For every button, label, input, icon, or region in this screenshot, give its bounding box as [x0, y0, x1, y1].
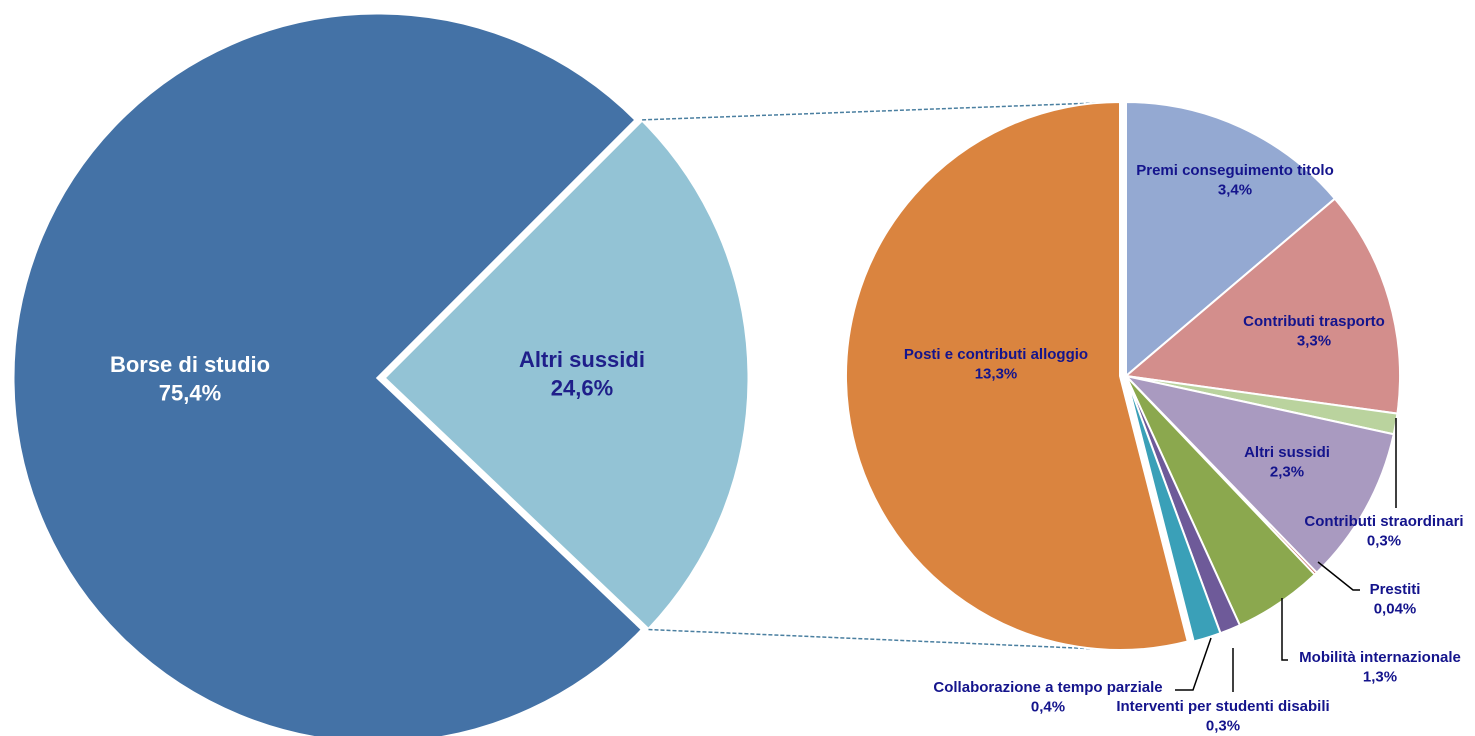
slice-collaborazione-a-tempo-parziale: [1125, 375, 1222, 643]
slice-altri-sussidi: [381, 117, 751, 632]
label-prestiti: Prestiti 0,04%: [1370, 581, 1421, 618]
slice-premi-conseguimento-titolo: [1125, 100, 1337, 379]
slice-posti-e-contributi-alloggio: [845, 100, 1189, 651]
slice-contributi-trasporto: [1123, 197, 1401, 415]
label-contributi-trasporto: Contributi trasporto 3,3%: [1243, 313, 1385, 350]
leader-line-prestiti: [1317, 561, 1360, 591]
leader-line-mobilita-internazionale: [1281, 598, 1288, 661]
label-altri-sussidi: Altri sussidi 2,3%: [1244, 444, 1330, 481]
label-altri-sussidi: Altri sussidi 24,6%: [519, 347, 645, 401]
label-posti-e-contributi-alloggio: Posti e contributi alloggio 13,3%: [904, 346, 1088, 383]
slice-borse-di-studio: [11, 11, 645, 736]
label-borse-di-studio: Borse di studio 75,4%: [110, 352, 270, 406]
label-premi-conseguimento-titolo: Premi conseguimento titolo 3,4%: [1136, 162, 1334, 199]
connector-line-bottom: [648, 628, 1122, 651]
connector-line-top: [642, 101, 1122, 121]
label-mobilita-internazionale: Mobilità internazionale 1,3%: [1299, 649, 1461, 686]
label-contributi-straordinari: Contributi straordinari 0,3%: [1304, 513, 1463, 550]
label-interventi-per-studenti-disabili: Interventi per studenti disabili 0,3%: [1116, 698, 1329, 735]
label-collaborazione-a-tempo-parziale: Collaborazione a tempo parziale 0,4%: [933, 679, 1162, 716]
leader-line-collaborazione-a-tempo-parziale: [1175, 637, 1212, 691]
